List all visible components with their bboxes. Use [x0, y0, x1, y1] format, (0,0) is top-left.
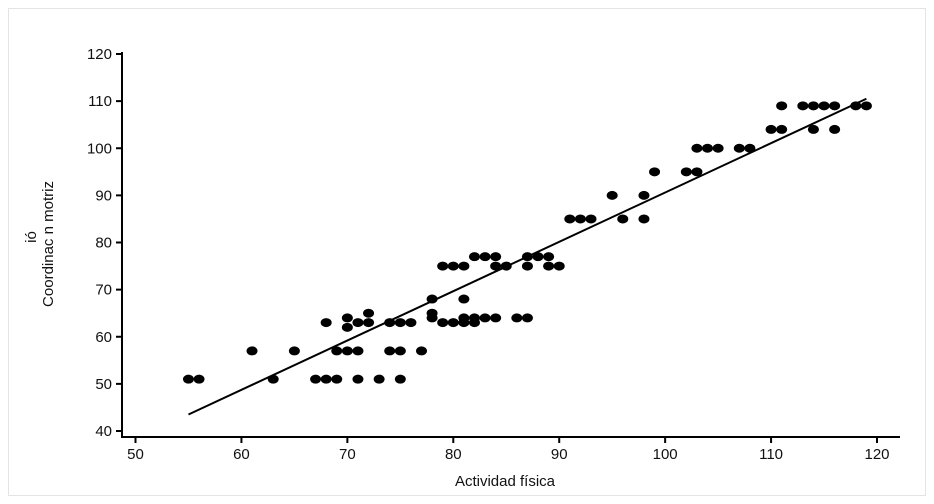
data-point [680, 167, 692, 177]
y-tick-label: 60 [95, 329, 112, 346]
data-point [288, 346, 300, 356]
data-point [352, 346, 364, 356]
data-point [797, 101, 809, 111]
y-tick-label: 40 [95, 423, 112, 440]
chart-frame [8, 8, 926, 496]
data-point [807, 101, 819, 111]
data-point [776, 101, 788, 111]
y-axis-ticks: 40 50 60 70 80 90 100 110 120 [87, 46, 122, 440]
y-tick-label: 120 [87, 46, 112, 63]
data-point [182, 374, 194, 384]
data-point [691, 167, 703, 177]
x-tick-label: 70 [339, 446, 356, 463]
data-point [511, 313, 523, 323]
data-point [394, 346, 406, 356]
y-tick-label: 50 [95, 376, 112, 393]
y-axis-label-accent: ió [23, 231, 40, 243]
data-point [416, 346, 428, 356]
x-tick-label: 60 [233, 446, 250, 463]
data-point [829, 101, 841, 111]
data-point [405, 318, 417, 328]
data-point [320, 374, 332, 384]
x-tick-label: 110 [759, 446, 783, 463]
data-point [829, 124, 841, 134]
data-point [363, 318, 375, 328]
data-point [310, 374, 322, 384]
data-point [352, 374, 364, 384]
data-point [543, 261, 555, 271]
data-point [860, 101, 872, 111]
data-point [458, 313, 470, 323]
data-point [437, 318, 449, 328]
data-point [638, 190, 650, 200]
data-point [479, 313, 491, 323]
y-tick-label: 100 [87, 140, 112, 157]
data-point [521, 313, 533, 323]
x-tick-label: 100 [653, 446, 678, 463]
data-point [807, 124, 819, 134]
data-point [574, 214, 586, 224]
y-axis-label: Coordinac n motriz [40, 181, 57, 307]
data-point [564, 214, 576, 224]
data-point [373, 374, 385, 384]
data-point [246, 346, 258, 356]
data-point [606, 190, 618, 200]
data-point [331, 346, 343, 356]
data-point [352, 318, 364, 328]
data-point [490, 252, 502, 262]
data-point [479, 252, 491, 262]
data-point [468, 252, 480, 262]
data-point [384, 346, 396, 356]
data-point [341, 346, 353, 356]
data-point [765, 124, 777, 134]
data-point [193, 374, 205, 384]
data-point [744, 143, 756, 153]
y-tick-label: 80 [95, 235, 112, 252]
x-tick-label: 50 [127, 446, 144, 463]
data-point [850, 101, 862, 111]
x-tick-label: 120 [864, 446, 889, 463]
data-point [543, 252, 555, 262]
data-point [447, 318, 459, 328]
data-point [532, 252, 544, 262]
data-point [426, 308, 438, 318]
data-point [320, 318, 332, 328]
data-point [341, 322, 353, 332]
x-axis-label: Actividad física [455, 473, 556, 490]
x-tick-label: 80 [445, 446, 462, 463]
data-point [394, 318, 406, 328]
data-point [553, 261, 565, 271]
data-point [649, 167, 661, 177]
data-point [733, 143, 745, 153]
data-point [331, 374, 343, 384]
data-point [458, 294, 470, 304]
data-point [363, 308, 375, 318]
data-point [521, 261, 533, 271]
data-point [437, 261, 449, 271]
data-point [458, 261, 470, 271]
data-point [447, 261, 459, 271]
data-point [394, 374, 406, 384]
data-point [818, 101, 830, 111]
data-point [490, 313, 502, 323]
data-point [341, 313, 353, 323]
trend-line [188, 97, 867, 416]
data-point [617, 214, 629, 224]
y-tick-label: 70 [95, 282, 112, 299]
data-point [702, 143, 714, 153]
data-point [776, 124, 788, 134]
x-axis-ticks: 50 60 70 80 90 100 110 120 [127, 437, 890, 463]
data-point [585, 214, 597, 224]
y-tick-label: 90 [95, 187, 112, 204]
data-points [182, 101, 872, 384]
y-tick-label: 110 [88, 93, 112, 110]
data-point [691, 143, 703, 153]
data-point [638, 214, 650, 224]
data-point [712, 143, 724, 153]
data-point [490, 261, 502, 271]
data-point [468, 313, 480, 323]
x-tick-label: 90 [551, 446, 568, 463]
